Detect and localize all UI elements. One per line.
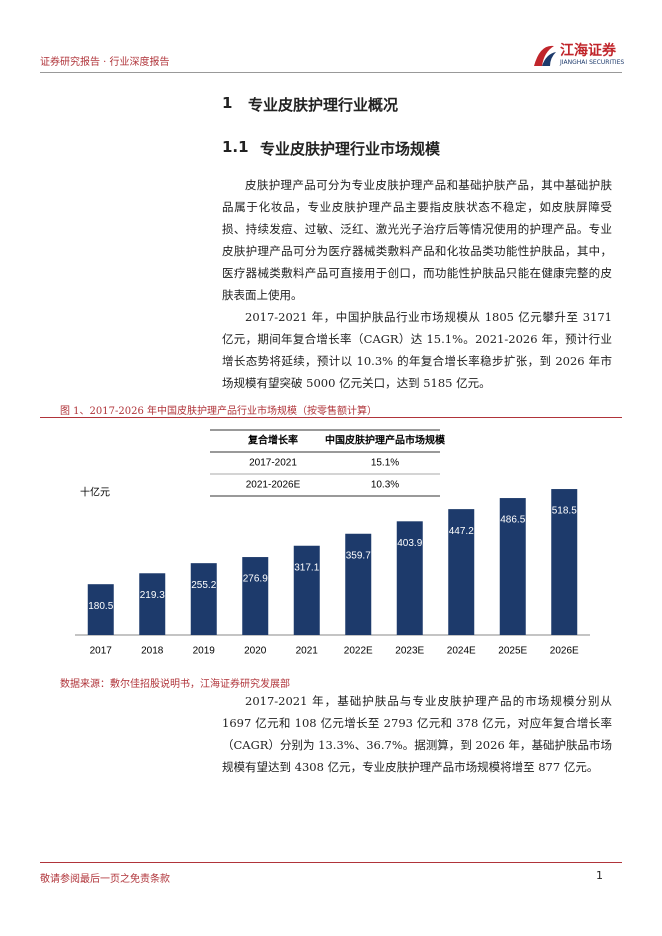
value-label: 359.7 — [346, 550, 371, 561]
paragraph: 2017-2021 年，基础护肤品与专业皮肤护理产品的市场规模分别从 1697 … — [222, 694, 612, 774]
x-tick-label: 2022E — [344, 646, 373, 657]
x-tick-label: 2020 — [244, 646, 267, 657]
figure-caption: 图 1、2017-2026 年中国皮肤护理产品行业市场规模（按零售额计算） — [60, 406, 377, 417]
bar — [551, 489, 578, 635]
x-tick-label: 2017 — [90, 646, 113, 657]
logo-cn: 江海证券 — [560, 43, 616, 59]
value-label: 403.9 — [397, 538, 422, 549]
value-label: 486.5 — [500, 515, 525, 526]
value-label: 317.1 — [294, 562, 319, 573]
value-label: 276.9 — [243, 574, 268, 585]
value-label: 180.5 — [88, 601, 113, 612]
bar — [293, 545, 320, 635]
table-cell: 10.3% — [371, 480, 399, 491]
value-label: 219.3 — [140, 590, 165, 601]
bar — [448, 509, 475, 635]
bar — [139, 573, 166, 635]
table-cell: 15.1% — [371, 458, 399, 469]
x-tick-label: 2026E — [550, 646, 579, 657]
header-left: 证券研究报告 · 行业深度报告 — [40, 57, 170, 68]
footer-disclaimer: 敬请参阅最后一页之免责条款 — [40, 874, 170, 885]
value-label: 447.2 — [449, 526, 474, 537]
x-tick-label: 2018 — [141, 646, 164, 657]
subsection-title: 专业皮肤护理行业市场规模 — [260, 140, 441, 158]
page-number: 1 — [596, 869, 603, 882]
paragraph: 2017-2021 年，中国护肤品行业市场规模从 1805 亿元攀升至 3171… — [222, 310, 612, 390]
y-axis-label: 十亿元 — [80, 486, 110, 499]
table-header: 中国皮肤护理产品市场规模 — [325, 434, 446, 447]
section-title: 专业皮肤护理行业概况 — [248, 96, 399, 114]
bar — [345, 533, 372, 635]
table-cell: 2017-2021 — [249, 458, 297, 469]
x-tick-label: 2021 — [296, 646, 319, 657]
x-tick-label: 2019 — [193, 646, 216, 657]
bar — [87, 584, 114, 635]
value-label: 518.5 — [552, 506, 577, 517]
value-label: 255.2 — [191, 580, 216, 591]
bar — [242, 557, 269, 635]
caption-rule — [40, 417, 622, 418]
x-tick-label: 2025E — [498, 646, 527, 657]
subsection-number: 1.1 — [222, 138, 249, 156]
x-tick-label: 2023E — [395, 646, 424, 657]
bar — [396, 521, 423, 635]
header-rule — [40, 72, 622, 73]
paragraph: 皮肤护理产品可分为专业皮肤护理产品和基础护肤产品，其中基础护肤品属于化妆品，专业… — [222, 178, 612, 302]
table-header: 复合增长率 — [247, 434, 298, 447]
logo-icon — [534, 45, 556, 66]
table-cell: 2021-2026E — [246, 480, 301, 491]
footer-rule — [40, 862, 622, 863]
section-number: 1 — [222, 94, 233, 112]
figure-source: 数据来源：敷尔佳招股说明书，江海证券研究发展部 — [60, 679, 290, 690]
bar — [190, 563, 217, 635]
bar — [499, 498, 526, 635]
logo-en: JIANGHAI SECURITIES — [560, 59, 625, 66]
x-tick-label: 2024E — [447, 646, 476, 657]
